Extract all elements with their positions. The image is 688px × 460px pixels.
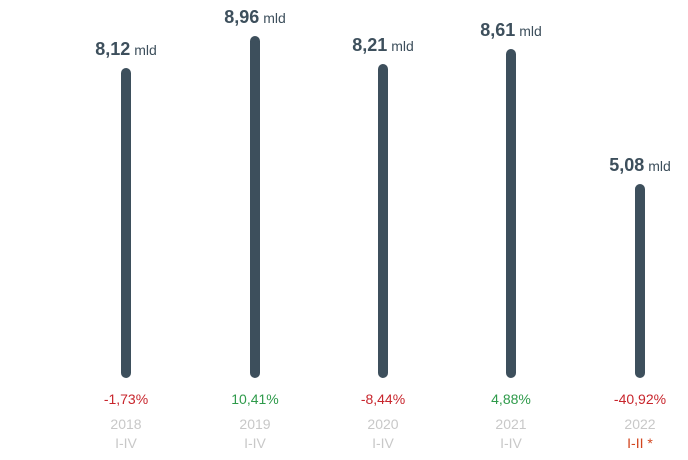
period-label-2019: I-IV: [244, 435, 266, 451]
bar-group-2021: 8,61 mld 4,88% 2021 I-IV: [451, 0, 571, 460]
period-label-2018: I-IV: [115, 435, 137, 451]
year-label-2021: 2021: [495, 416, 527, 432]
value-label-2022: 5,08 mld: [580, 155, 688, 176]
value-number: 5,08: [609, 154, 645, 175]
value-unit: mld: [391, 38, 414, 55]
period-label-2022: I-II *: [627, 435, 653, 451]
change-label-2022: -40,92%: [613, 391, 667, 407]
bar-2022: [635, 183, 645, 378]
value-label-2018: 8,12 mld: [66, 39, 186, 60]
bar-group-2018: 8,12 mld -1,73% 2018 I-IV: [66, 0, 186, 460]
year-label-2022: 2022: [624, 416, 656, 432]
value-number: 8,21: [352, 35, 388, 56]
period-label-2021: I-IV: [500, 435, 522, 451]
year-label-2019: 2019: [239, 416, 271, 432]
bar-group-2020: 8,21 mld -8,44% 2020 I-IV: [323, 0, 443, 460]
value-unit: mld: [263, 9, 286, 26]
bar-group-2019: 8,96 mld 10,41% 2019 I-IV: [195, 0, 315, 460]
change-label-2020: -8,44%: [360, 391, 406, 407]
change-label-2019: 10,41%: [231, 391, 279, 407]
value-label-2019: 8,96 mld: [195, 7, 315, 28]
period-label-2020: I-IV: [372, 435, 394, 451]
value-number: 8,12: [95, 38, 131, 59]
change-label-2018: -1,73%: [103, 391, 149, 407]
value-label-2020: 8,21 mld: [323, 35, 443, 56]
bar-2019: [250, 35, 260, 378]
bar-2018: [121, 67, 131, 378]
bar-2020: [378, 64, 388, 378]
bar-2021: [506, 49, 516, 378]
year-label-2018: 2018: [110, 416, 142, 432]
value-unit: mld: [648, 157, 671, 174]
value-label-2021: 8,61 mld: [451, 20, 571, 41]
change-label-2021: 4,88%: [491, 391, 531, 407]
value-number: 8,61: [480, 20, 516, 41]
bar-group-2022: 5,08 mld -40,92% 2022 I-II *: [580, 0, 688, 460]
value-number: 8,96: [224, 6, 260, 27]
year-label-2020: 2020: [367, 416, 399, 432]
value-unit: mld: [134, 41, 157, 58]
value-unit: mld: [519, 23, 542, 40]
